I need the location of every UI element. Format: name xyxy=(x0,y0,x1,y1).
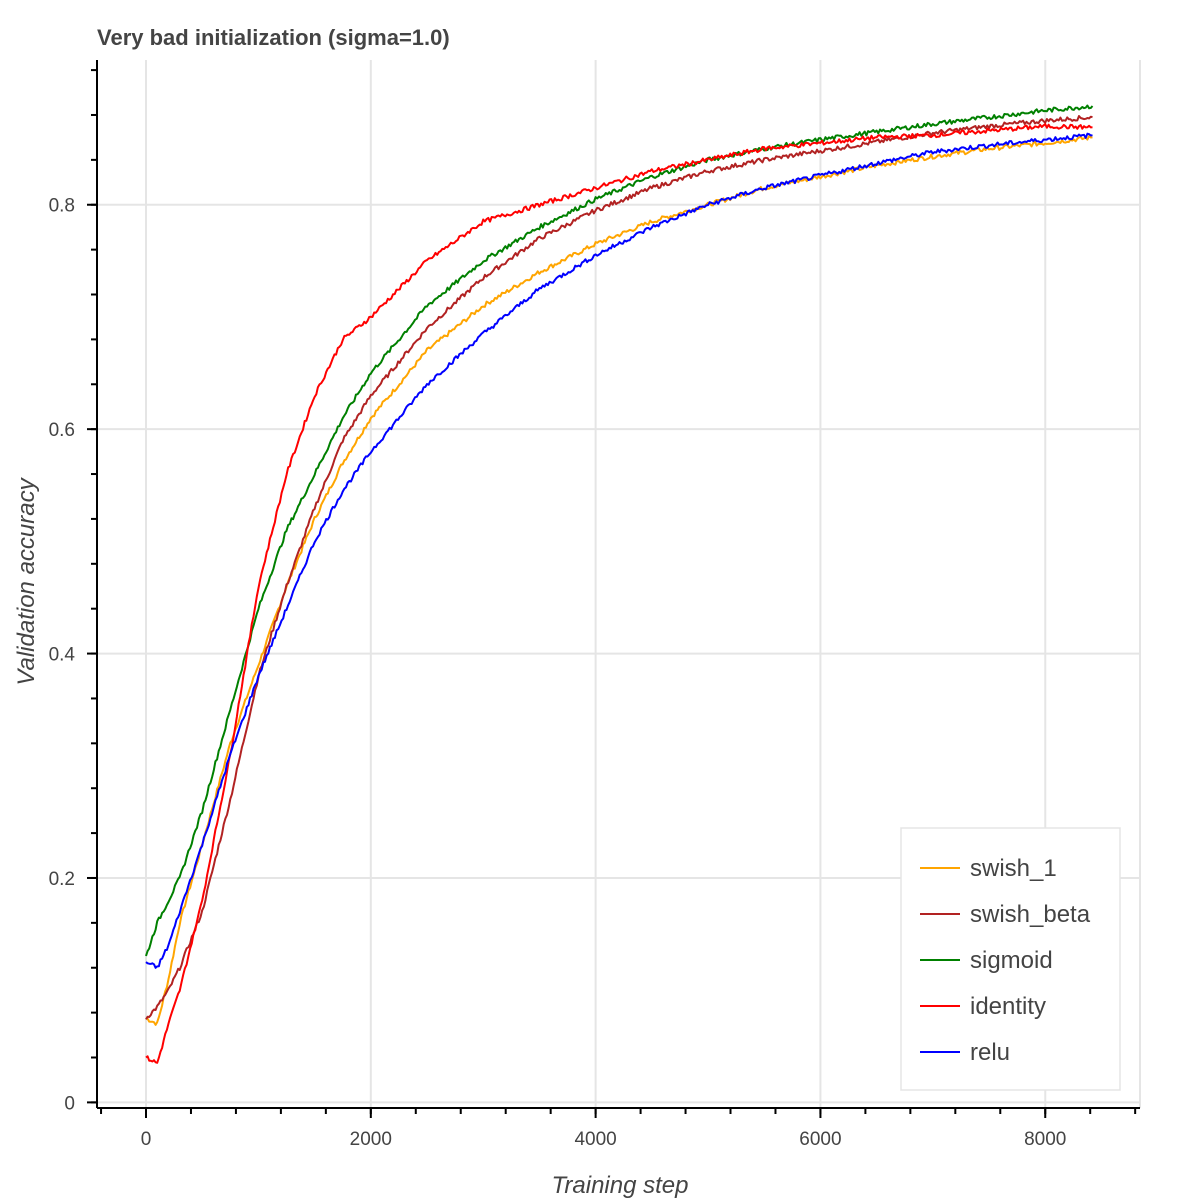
series-line-swish-beta xyxy=(145,115,1093,1020)
y-tick-label: 0.6 xyxy=(49,420,75,441)
grid xyxy=(97,60,1141,1108)
legend-label: relu xyxy=(970,1039,1010,1066)
series-line-swish-1 xyxy=(145,135,1093,1026)
y-tick-label: 0.4 xyxy=(49,645,76,666)
legend-label: swish_beta xyxy=(970,901,1091,928)
legend-label: sigmoid xyxy=(970,947,1053,974)
legend-label: swish_1 xyxy=(970,855,1057,882)
x-tick-label: 4000 xyxy=(574,1129,616,1150)
legend-label: identity xyxy=(970,993,1046,1020)
series-line-relu xyxy=(145,132,1093,969)
series-line-sigmoid xyxy=(145,104,1094,957)
y-tick-label: 0.8 xyxy=(49,196,75,217)
x-tick-label: 8000 xyxy=(1024,1129,1066,1150)
y-axis-label: Validation accuracy xyxy=(13,476,40,685)
y-tick-label: 0 xyxy=(64,1093,75,1114)
x-tick-label: 2000 xyxy=(350,1129,392,1150)
x-axis-label: Training step xyxy=(552,1172,689,1199)
axes: 0 2000 4000 6000 8000 0 0.2 0.4 0.6 0.8 xyxy=(49,60,1140,1150)
y-tick-label: 0.2 xyxy=(49,869,75,890)
series-lines xyxy=(145,104,1094,1064)
x-tick-label: 6000 xyxy=(799,1129,841,1150)
chart-title: Very bad initialization (sigma=1.0) xyxy=(97,25,450,50)
x-tick-label: 0 xyxy=(141,1129,152,1150)
series-line-identity xyxy=(145,123,1093,1064)
